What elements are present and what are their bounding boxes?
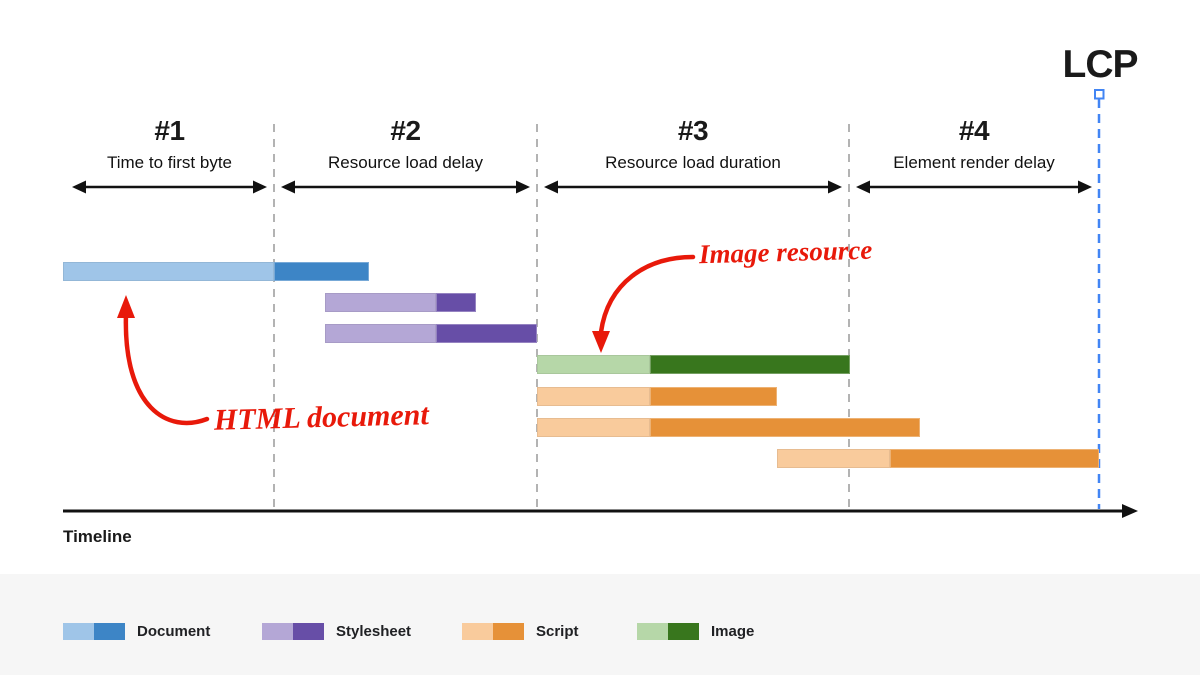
legend-item-image: Image [637, 623, 754, 640]
script-bar-dark-segment [650, 418, 920, 437]
legend-label: Stylesheet [336, 623, 412, 640]
phase-name: Element render delay [893, 153, 1055, 172]
html-document-annotation: HTML document [213, 398, 430, 437]
script-bar-light-segment [537, 387, 650, 406]
image-resource-annotation: Image resource [698, 234, 873, 270]
lcp-title: LCP [1062, 43, 1139, 86]
document-bar-light-segment [63, 262, 274, 281]
stylesheet-bar-light-segment [325, 324, 436, 343]
phase-1: #1 Time to first byte [106, 115, 233, 172]
legend-item-script: Script [462, 623, 579, 640]
swatch-dark-half [94, 623, 125, 640]
legend-item-document: Document [63, 623, 210, 640]
phase-number: #3 [677, 115, 709, 146]
image-bar-dark-segment [650, 355, 850, 374]
stylesheet-swatch-icon [262, 623, 324, 640]
script-bar-dark-segment [650, 387, 777, 406]
swatch-dark-half [493, 623, 524, 640]
script-bar-light-segment [537, 418, 650, 437]
stylesheet-bar-light-segment [325, 293, 436, 312]
swatch-dark-half [293, 623, 324, 640]
phase-name: Resource load duration [605, 153, 781, 172]
phase-4: #4 Element render delay [893, 115, 1055, 172]
legend-label: Script [536, 623, 579, 640]
phase-3: #3 Resource load duration [605, 115, 781, 172]
stylesheet-bar-dark-segment [436, 293, 476, 312]
legend-label: Document [137, 623, 211, 640]
script-bar-light-segment [777, 449, 890, 468]
phase-2: #2 Resource load delay [328, 115, 483, 172]
legend-label: Image [711, 623, 755, 640]
swatch-dark-half [668, 623, 699, 640]
script-bar-dark-segment [890, 449, 1099, 468]
phase-number: #2 [390, 115, 421, 146]
swatch-light-half [462, 623, 493, 640]
image-swatch-icon [637, 623, 699, 640]
image-bar-light-segment [537, 355, 650, 374]
phase-number: #1 [154, 115, 185, 146]
script-swatch-icon [462, 623, 524, 640]
document-swatch-icon [63, 623, 125, 640]
phase-name: Time to first byte [106, 153, 233, 172]
timeline-axis-label: Timeline [63, 527, 132, 546]
legend-band [0, 574, 1200, 675]
swatch-light-half [63, 623, 94, 640]
legend-item-stylesheet: Stylesheet [262, 623, 411, 640]
document-bar-dark-segment [274, 262, 369, 281]
phase-number: #4 [958, 115, 990, 146]
swatch-light-half [262, 623, 293, 640]
phase-name: Resource load delay [328, 153, 483, 172]
swatch-light-half [637, 623, 668, 640]
stylesheet-bar-dark-segment [436, 324, 537, 343]
